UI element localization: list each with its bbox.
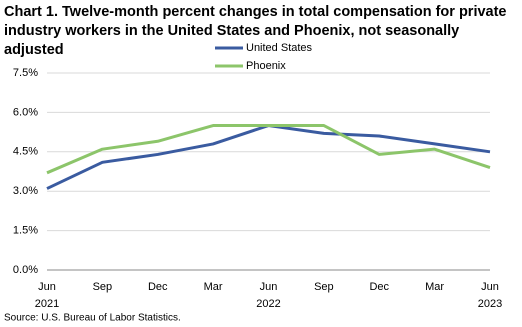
legend-label: United States — [246, 42, 313, 54]
x-tick-label: Sep — [314, 281, 334, 293]
y-tick-label: 7.5% — [13, 67, 38, 79]
x-tick-label: Mar — [204, 281, 223, 293]
legend-label: Phoenix — [246, 60, 286, 72]
series-line — [46, 124, 491, 175]
x-tick-label: Jun — [260, 281, 278, 293]
y-tick-label: 3.0% — [13, 185, 38, 197]
y-tick-label: 4.5% — [13, 146, 38, 158]
x-tick-label: Mar — [425, 281, 444, 293]
y-tick-label: 0.0% — [13, 264, 38, 276]
x-tick-label: Sep — [93, 281, 113, 293]
y-tick-label: 1.5% — [13, 225, 38, 237]
source-note: Source: U.S. Bureau of Labor Statistics. — [4, 313, 181, 324]
y-tick-label: 6.0% — [13, 106, 38, 118]
x-tick-label: Dec — [369, 281, 389, 293]
x-tick-label: Jun — [481, 281, 499, 293]
chart-title: Chart 1. Twelve-month percent changes in… — [4, 4, 507, 58]
x-year-label: 2023 — [478, 298, 502, 310]
x-tick-label: Dec — [148, 281, 168, 293]
series-line — [46, 124, 491, 190]
x-year-label: 2021 — [35, 298, 59, 310]
x-year-label: 2022 — [256, 298, 280, 310]
x-tick-label: Jun — [38, 281, 56, 293]
